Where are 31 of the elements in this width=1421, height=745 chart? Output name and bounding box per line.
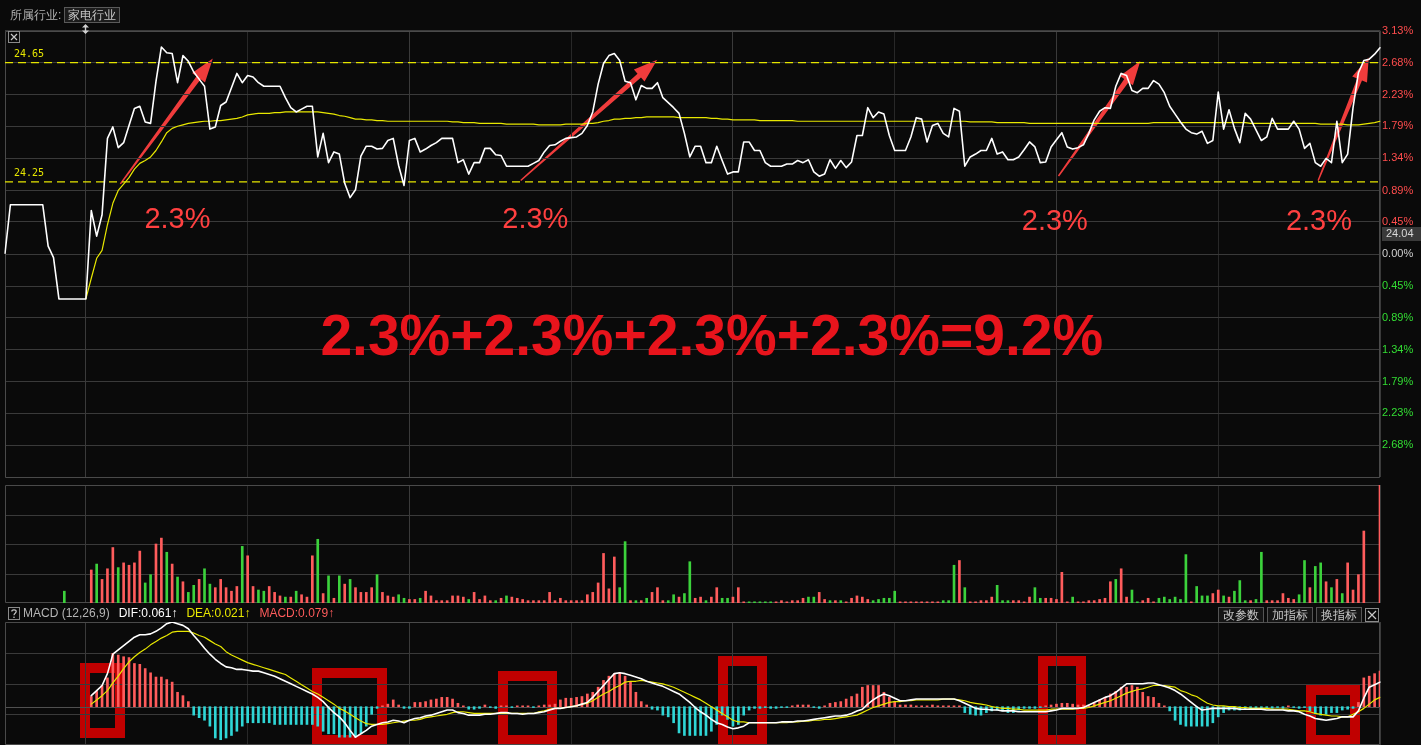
annotation: 换指标 [1316, 607, 1362, 623]
annotation: 24.65 [14, 47, 45, 59]
annotation: 2.3%+2.3%+2.3%+2.3%=9.2% [320, 302, 1104, 367]
annotation: 2.3% [1021, 204, 1088, 237]
annotation: 改参数 [1218, 607, 1264, 623]
text: MACD:0.079↑ [259, 606, 335, 620]
y-tick-label: 1.79% [1382, 119, 1414, 132]
chart-title: MACD (12,26,9) [23, 606, 110, 620]
annotation: 2.3% [144, 201, 211, 234]
chart-subtitle: 家电行业 [64, 7, 121, 23]
y-tick-label: 0.89% [1382, 183, 1414, 196]
y-tick-label: 2.23% [1382, 406, 1414, 419]
y-tick-label: 0.89% [1382, 310, 1414, 323]
y-tick-label: 3.13% [1382, 23, 1414, 36]
y-tick-label: 0.45% [1382, 279, 1414, 292]
y-tick-label: 1.79% [1382, 374, 1414, 387]
y-tick-label: 2.23% [1382, 87, 1414, 100]
series-label: DEA:0.021↑ [186, 606, 251, 620]
y-tick-label: 0.45% [1382, 214, 1414, 227]
y-tick-label: 1.34% [1382, 342, 1414, 355]
chart-title: 所属行业: [10, 8, 62, 22]
annotation: 2.3% [502, 201, 569, 234]
y-tick-label: 2.68% [1382, 438, 1414, 451]
series-label: DIF:0.061↑ [118, 606, 178, 620]
y-tick-label: 2.68% [1382, 55, 1414, 68]
annotation: 24.25 [14, 166, 45, 178]
y-tick-label: 0.00% [1382, 247, 1414, 260]
annotation: 加指标 [1267, 607, 1313, 623]
annotation: 2.3% [1285, 204, 1352, 237]
y-tick-label: 1.34% [1382, 151, 1414, 164]
annotation: 24.04 [1386, 227, 1414, 240]
